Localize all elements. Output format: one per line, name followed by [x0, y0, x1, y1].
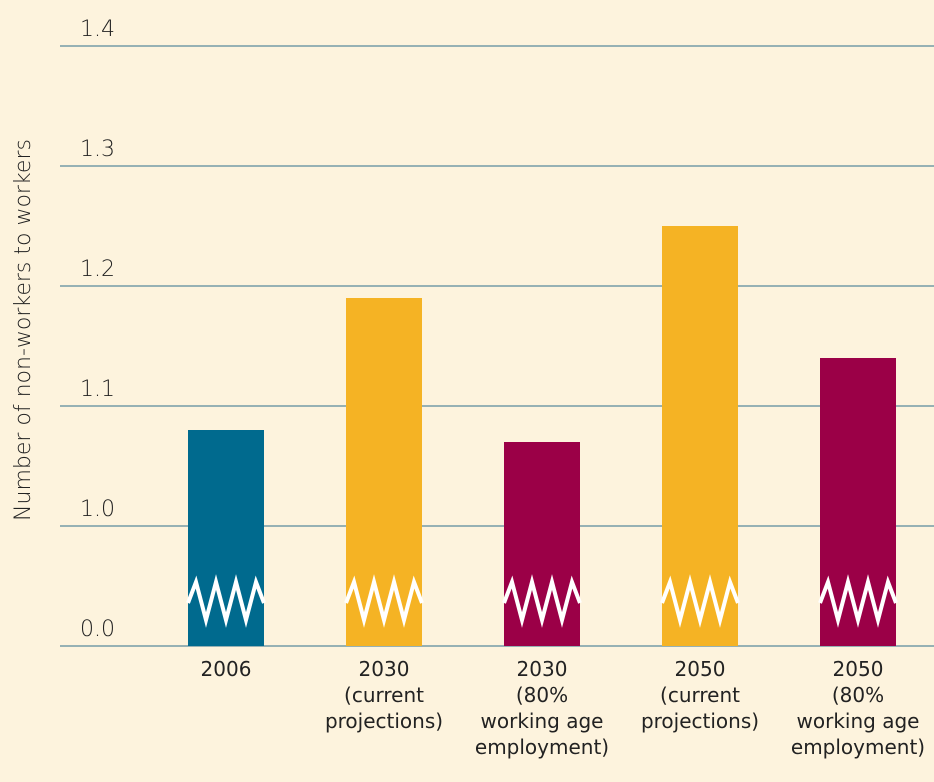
x-tick-label: 2006: [200, 657, 252, 681]
x-tick-label: 2050 (current projections): [640, 657, 760, 733]
y-tick-label: 1.1: [80, 377, 115, 402]
axis-break: [660, 574, 740, 628]
bar: [662, 226, 738, 646]
axis-break: [502, 574, 582, 628]
bar: [188, 430, 264, 646]
bar: [504, 442, 580, 646]
axis-break: [344, 574, 424, 628]
y-tick-label: 0.0: [80, 617, 115, 642]
axis-break: [186, 574, 266, 628]
y-tick-label: 1.4: [80, 17, 115, 42]
x-tick-label: 2050 (80% working age employment): [790, 657, 926, 759]
y-tick-label: 1.0: [80, 497, 115, 522]
axis-break: [818, 574, 898, 628]
y-tick-label: 1.3: [80, 137, 115, 162]
x-tick-label: 2030 (current projections): [324, 657, 444, 733]
bar: [346, 298, 422, 646]
x-tick-label: 2030 (80% working age employment): [474, 657, 610, 759]
y-axis-label: Number of non-workers to workers: [11, 139, 36, 521]
y-tick-label: 1.2: [80, 257, 115, 282]
bar: [820, 358, 896, 646]
